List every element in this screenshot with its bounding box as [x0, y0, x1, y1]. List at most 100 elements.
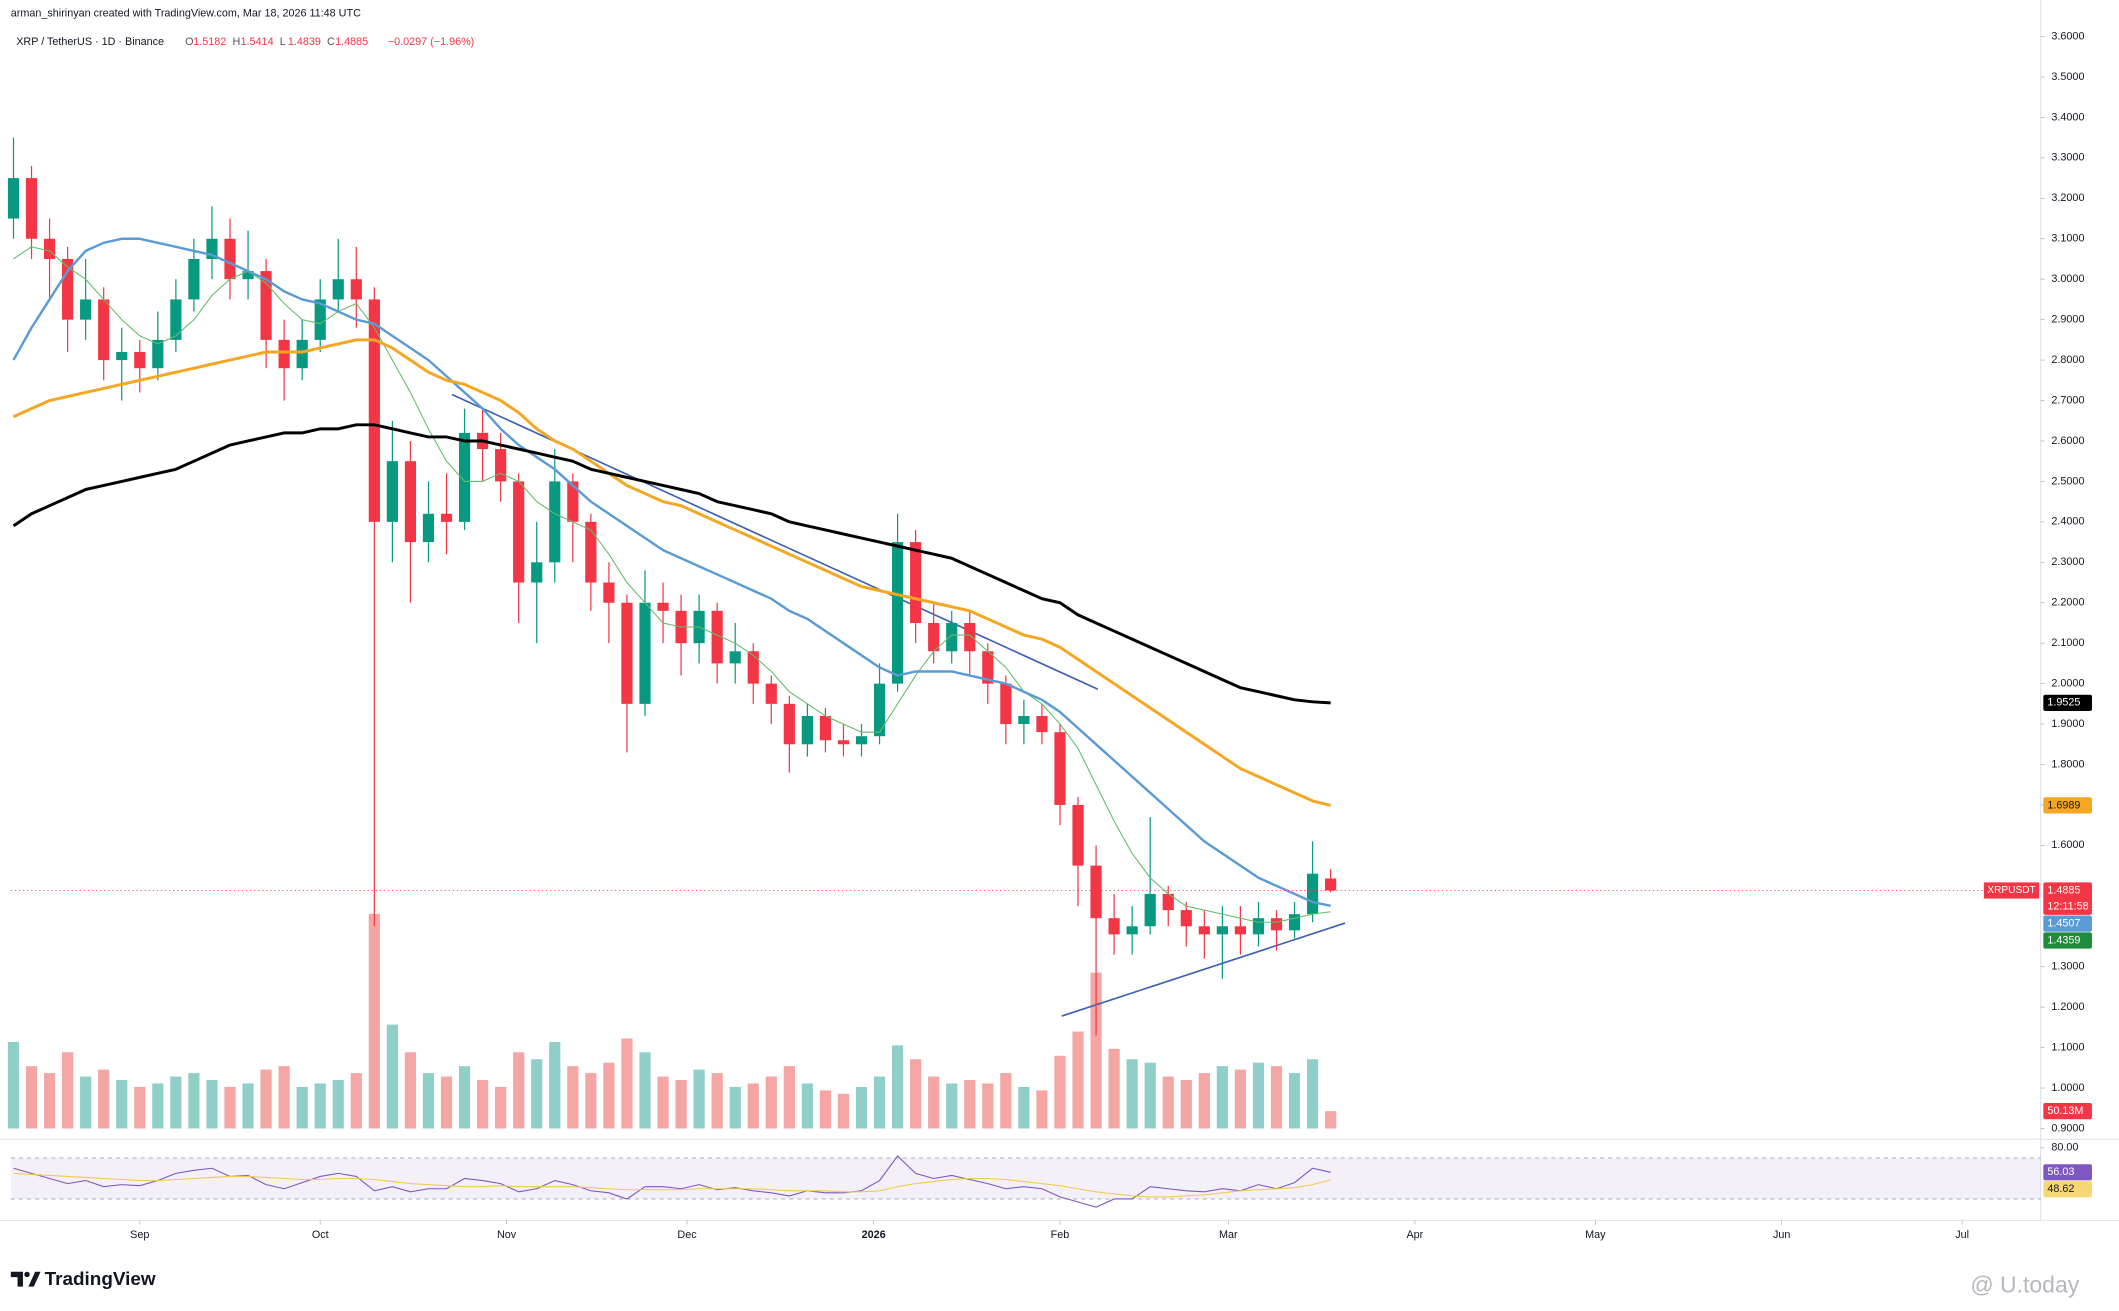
- candle-body: [873, 683, 886, 737]
- volume-bar: [25, 1066, 38, 1129]
- volume-bar: [98, 1069, 110, 1129]
- volume-bar: [621, 1038, 633, 1129]
- x-tick-label: 2026: [862, 1229, 886, 1241]
- candle-body: [1090, 865, 1102, 919]
- candle-body: [242, 271, 254, 280]
- candle-body: [1072, 804, 1084, 866]
- volume-bar: [1252, 1062, 1265, 1129]
- volume-bar: [206, 1080, 218, 1129]
- volume-bar: [1144, 1062, 1156, 1129]
- volume-bar: [278, 1066, 290, 1129]
- rsi-tick-label: 80.00: [2051, 1142, 2078, 1154]
- candle-body: [729, 651, 741, 664]
- candle-body: [1306, 873, 1319, 915]
- x-tick-label: Feb: [1051, 1229, 1070, 1241]
- volume-bar: [80, 1076, 92, 1129]
- volume-bar: [585, 1073, 597, 1129]
- value-label: 1.4359: [2047, 934, 2080, 946]
- y-tick-label: 2.2000: [2051, 597, 2084, 609]
- volume-bar: [350, 1073, 362, 1129]
- candle-body: [152, 339, 164, 369]
- candle-body: [404, 461, 417, 543]
- moving-average: [12, 423, 1331, 705]
- x-tick-label: May: [1585, 1229, 1606, 1241]
- candle-body: [440, 513, 453, 522]
- y-tick-label: 3.1000: [2051, 233, 2084, 245]
- candle-body: [1216, 926, 1228, 935]
- moving-average: [13, 246, 1331, 923]
- y-tick-label: 0.9000: [2051, 1122, 2084, 1134]
- volume-bar: [567, 1066, 579, 1129]
- volume-bar: [783, 1066, 795, 1129]
- volume-bar: [946, 1083, 958, 1129]
- volume-bar: [513, 1052, 525, 1129]
- x-tick-label: Sep: [130, 1229, 149, 1241]
- y-tick-label: 3.6000: [2051, 30, 2084, 42]
- volume-bar: [188, 1073, 200, 1129]
- candle-body: [134, 352, 146, 369]
- volume-bar: [1072, 1031, 1084, 1129]
- y-tick-label: 2.6000: [2051, 435, 2084, 447]
- candle-body: [62, 258, 74, 320]
- volume-bar: [711, 1073, 723, 1129]
- candle-body: [621, 602, 633, 704]
- candle-body: [224, 238, 236, 280]
- candle-body: [1234, 926, 1247, 935]
- volume-bar: [639, 1052, 651, 1129]
- ticker-box: [1983, 882, 2040, 899]
- volume-bar: [801, 1083, 813, 1129]
- y-tick-label: 1.3000: [2051, 961, 2084, 973]
- candle-body: [1000, 683, 1012, 725]
- volume-bar: [1198, 1073, 1210, 1129]
- volume-bar: [1054, 1055, 1066, 1129]
- volume-bar: [910, 1059, 922, 1129]
- volume-bar: [657, 1076, 669, 1129]
- ohlc-value: 1.4885: [335, 36, 368, 48]
- trendline: [1061, 922, 1346, 1017]
- candle-body: [765, 683, 777, 704]
- candle-body: [25, 178, 38, 239]
- volume-bar: [170, 1076, 182, 1129]
- candle-body: [549, 481, 561, 563]
- candle-body: [1252, 918, 1265, 935]
- volume-bar: [368, 913, 380, 1129]
- volume-bar: [242, 1083, 254, 1129]
- value-label: 12:11:58: [2047, 901, 2088, 913]
- volume-bar: [458, 1066, 471, 1129]
- y-tick-label: 2.0000: [2051, 677, 2084, 689]
- ohlc-value: 1.5414: [241, 36, 274, 48]
- y-tick-label: 3.2000: [2051, 192, 2084, 204]
- volume-bar: [1108, 1048, 1120, 1129]
- logo: TradingView: [10, 1269, 156, 1290]
- logo-mark: [10, 1271, 23, 1287]
- volume-bar: [116, 1080, 128, 1129]
- rsi-label-box: [2043, 1164, 2092, 1181]
- candle-body: [783, 703, 795, 745]
- value-label-box: [2043, 882, 2092, 915]
- volume-bar: [134, 1086, 146, 1129]
- volume-bar: [314, 1083, 326, 1129]
- change: −0.0297 (−1.96%): [388, 36, 474, 48]
- volume-bar: [675, 1080, 687, 1129]
- volume-bar: [837, 1093, 850, 1129]
- value-label-box: [2043, 915, 2092, 932]
- candle-body: [116, 352, 128, 361]
- volume-bar: [693, 1069, 705, 1129]
- candle-body: [747, 651, 759, 684]
- x-tick-label: Apr: [1406, 1229, 1423, 1241]
- candle-body: [43, 238, 56, 259]
- volume-bar: [729, 1086, 741, 1129]
- y-tick-label: 1.8000: [2051, 758, 2084, 770]
- value-label-box: [2043, 932, 2092, 949]
- volume-bar: [603, 1062, 615, 1129]
- candle-body: [495, 449, 507, 482]
- candle-body: [206, 238, 218, 259]
- volume-bar: [1180, 1080, 1192, 1129]
- candle-body: [946, 622, 958, 652]
- candle-body: [531, 562, 543, 583]
- volume-bar: [855, 1086, 868, 1129]
- volume-bar: [531, 1059, 543, 1129]
- y-tick-label: 1.2000: [2051, 1001, 2084, 1013]
- candle-body: [368, 299, 380, 522]
